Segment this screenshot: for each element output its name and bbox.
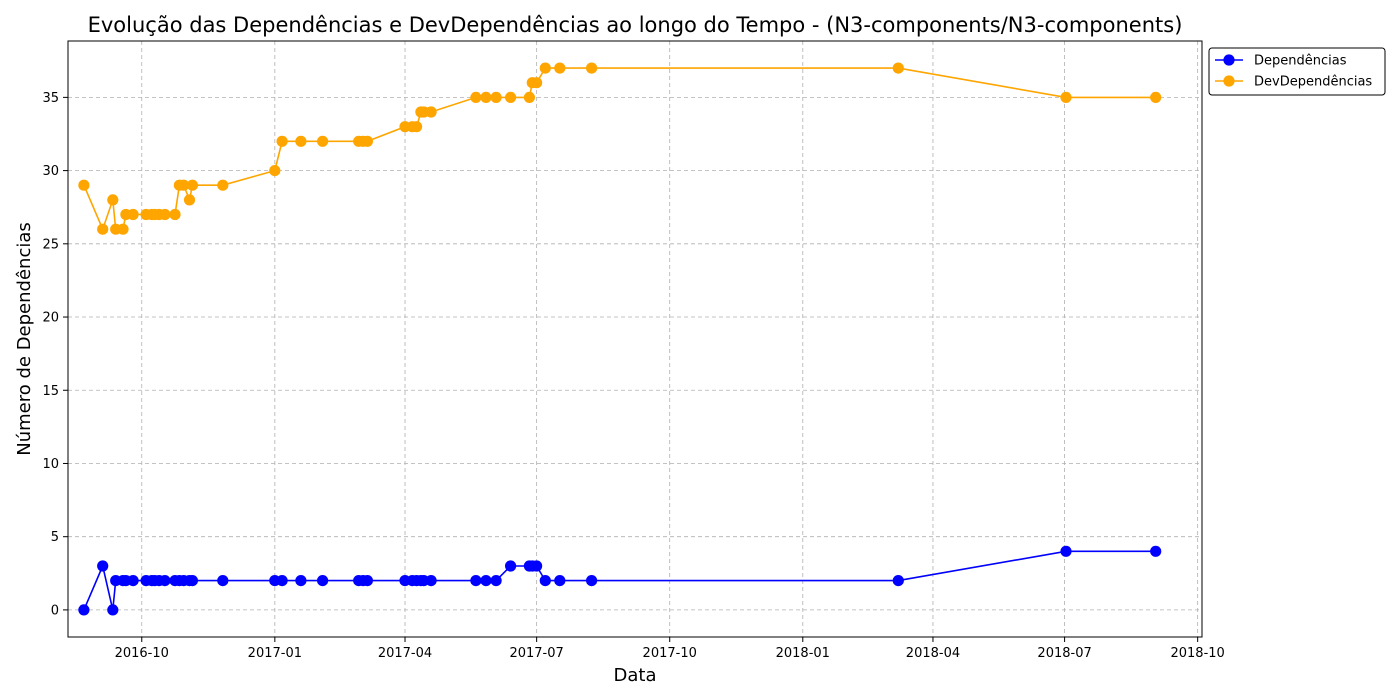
- data-point: [186, 575, 198, 587]
- x-tick-label: 2017-04: [378, 646, 432, 661]
- data-point: [892, 575, 904, 587]
- data-point: [480, 575, 492, 587]
- y-axis-title: Número de Dependências: [14, 222, 35, 456]
- data-point: [276, 135, 288, 147]
- chart-title: Evolução das Dependências e DevDependênc…: [88, 13, 1183, 37]
- data-point: [539, 62, 551, 74]
- data-point: [470, 575, 482, 587]
- data-point: [586, 575, 598, 587]
- legend-label: DevDependências: [1254, 75, 1372, 90]
- data-point: [186, 179, 198, 191]
- data-point: [490, 91, 502, 103]
- data-point: [117, 223, 129, 235]
- data-point: [295, 575, 307, 587]
- y-tick-label: 25: [42, 237, 59, 252]
- data-point: [892, 62, 904, 74]
- legend: Dependências DevDependências: [1208, 47, 1386, 96]
- data-point: [1060, 545, 1072, 557]
- data-point: [554, 575, 566, 587]
- y-tick-label: 15: [42, 384, 59, 399]
- data-point: [269, 165, 281, 177]
- y-tick-label: 30: [42, 164, 59, 179]
- legend-label: Dependências: [1254, 54, 1347, 69]
- data-point: [107, 604, 119, 616]
- series-line: [83, 550, 1156, 611]
- legend-box: [1208, 47, 1386, 96]
- y-tick-label: 10: [42, 457, 59, 472]
- y-tick-label: 35: [42, 91, 59, 106]
- y-tick-label: 0: [51, 603, 59, 618]
- y-tick-label: 5: [51, 530, 59, 545]
- data-point: [480, 91, 492, 103]
- data-point: [1150, 545, 1162, 557]
- series-1: [78, 545, 1162, 616]
- data-point: [361, 135, 373, 147]
- data-point: [178, 179, 190, 191]
- x-axis-title: Data: [614, 665, 657, 686]
- data-point: [425, 106, 437, 118]
- data-point: [523, 91, 536, 103]
- data-point: [97, 223, 109, 235]
- data-point: [107, 194, 119, 206]
- data-point: [361, 575, 373, 587]
- data-point: [159, 575, 171, 587]
- x-tick-label: 2018-07: [1037, 646, 1091, 661]
- y-axis: 0 5 10 15 20 25 30 35: [42, 91, 68, 618]
- y-tick-label: 20: [42, 311, 59, 326]
- data-point: [411, 121, 423, 133]
- data-point: [1060, 91, 1072, 103]
- data-point: [78, 604, 90, 616]
- data-point: [78, 179, 90, 191]
- series-2: [78, 62, 1162, 235]
- x-tick-label: 2017-07: [509, 646, 563, 661]
- data-point: [554, 62, 566, 74]
- data-point: [127, 208, 139, 221]
- data-point: [97, 560, 109, 572]
- data-point: [169, 208, 181, 221]
- data-point: [539, 575, 551, 587]
- data-point: [490, 575, 502, 587]
- legend-item: Dependências: [1215, 54, 1347, 69]
- data-point: [425, 575, 437, 587]
- data-point: [183, 194, 196, 206]
- plot-frame: [67, 40, 1203, 638]
- x-tick-label: 2018-04: [906, 646, 960, 661]
- x-tick-label: 2018-10: [1170, 646, 1224, 661]
- data-point: [531, 560, 543, 572]
- data-point: [505, 91, 517, 103]
- data-point: [505, 560, 517, 572]
- data-point: [317, 135, 329, 147]
- data-point: [470, 91, 482, 103]
- data-point: [127, 575, 139, 587]
- data-point: [317, 575, 329, 587]
- legend-marker: [1223, 75, 1235, 87]
- x-tick-label: 2016-10: [115, 646, 169, 661]
- grid-lines: [68, 41, 1202, 637]
- series-line: [83, 67, 1156, 232]
- data-point: [159, 208, 171, 221]
- data-point: [1150, 91, 1162, 103]
- x-tick-label: 2018-01: [776, 646, 830, 661]
- legend-item: DevDependências: [1215, 75, 1372, 90]
- series-layer: [78, 62, 1162, 616]
- x-tick-label: 2017-10: [643, 646, 697, 661]
- x-tick-label: 2017-01: [248, 646, 302, 661]
- data-point: [586, 62, 598, 74]
- data-point: [217, 575, 229, 587]
- data-point: [531, 77, 543, 89]
- legend-marker: [1223, 54, 1235, 66]
- data-point: [217, 179, 229, 191]
- data-point: [276, 575, 288, 587]
- x-axis: 2016-10 2017-01 2017-04 2017-07 2017-10 2018-…: [115, 637, 1225, 661]
- data-point: [295, 135, 307, 147]
